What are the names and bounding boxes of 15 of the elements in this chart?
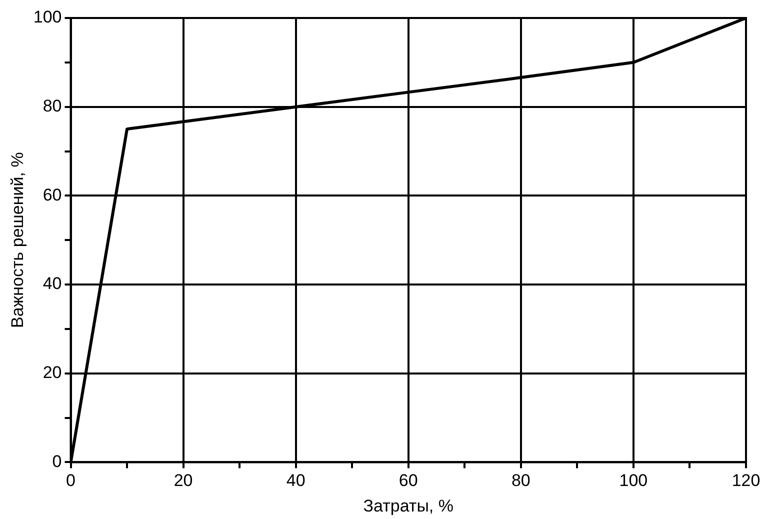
x-tick-label: 100 <box>619 471 648 490</box>
y-tick-label: 100 <box>33 8 62 27</box>
x-tick-label: 20 <box>174 471 193 490</box>
x-tick-label: 60 <box>398 471 418 490</box>
y-tick-label: 60 <box>42 185 62 204</box>
x-tick-label: 120 <box>732 471 760 490</box>
y-tick-label: 80 <box>42 96 62 116</box>
y-tick-label: 40 <box>42 274 62 294</box>
x-tick-label: 0 <box>66 471 76 490</box>
x-tick-label: 80 <box>511 471 530 490</box>
y-axis-title: Важность решений, % <box>8 152 27 328</box>
x-tick-label: 40 <box>286 471 306 490</box>
y-tick-label: 0 <box>52 452 62 471</box>
x-axis-title: Затраты, % <box>363 496 454 516</box>
y-tick-label: 20 <box>42 363 62 382</box>
